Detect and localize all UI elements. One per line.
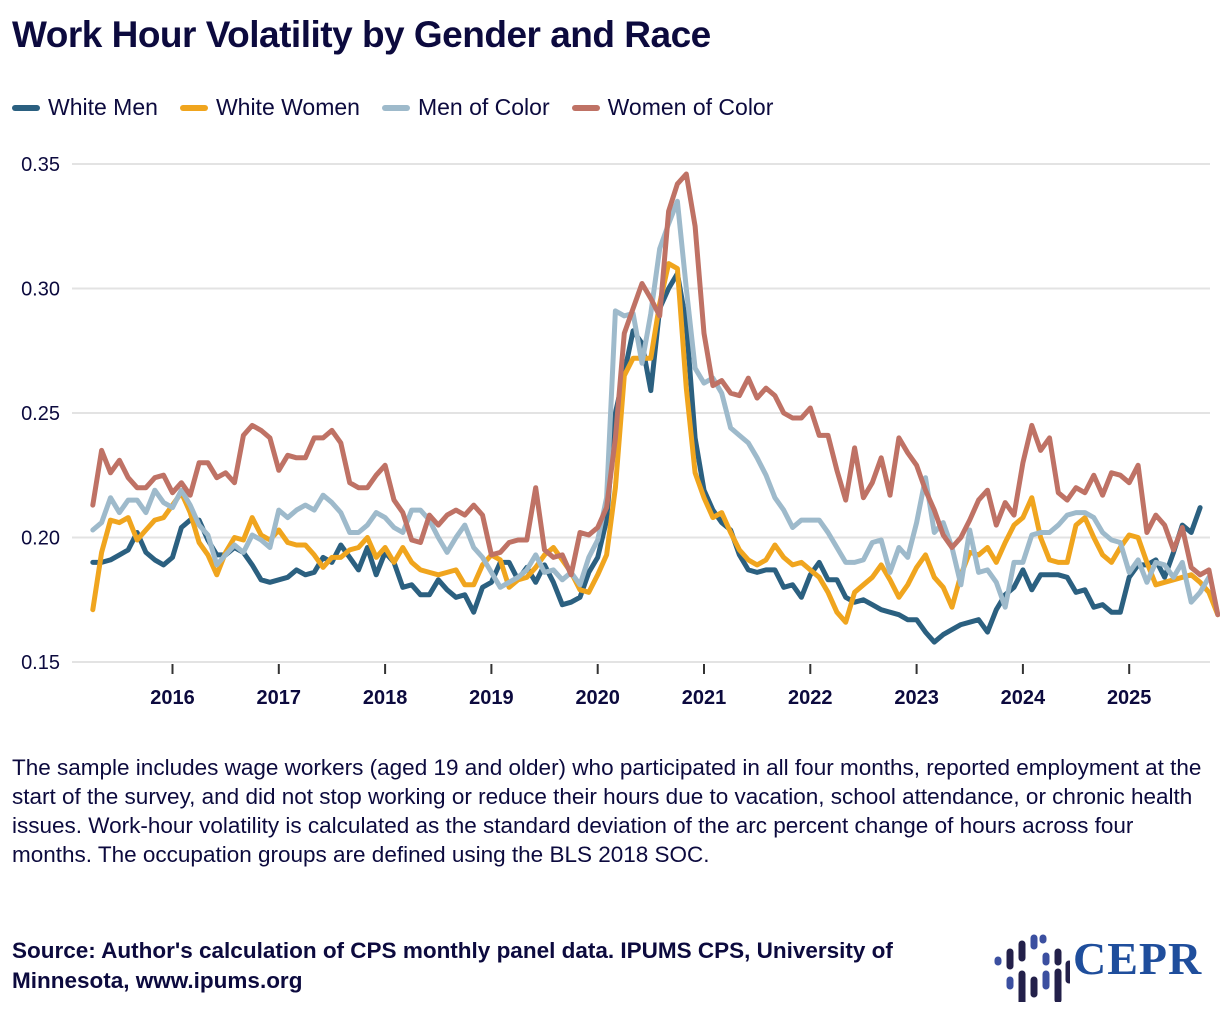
cepr-logo: CEPR <box>985 922 1210 1010</box>
x-tick-label: 2016 <box>150 687 195 709</box>
y-tick-label: 0.20 <box>21 528 60 550</box>
legend-item-women-of-color: Women of Color <box>571 94 774 121</box>
chart-title: Work Hour Volatility by Gender and Race <box>12 14 711 55</box>
legend-swatch-white-men <box>12 104 40 111</box>
x-tick-label: 2018 <box>363 687 408 709</box>
series-line-men-of-color <box>90 198 1212 610</box>
legend-label: Men of Color <box>417 94 550 120</box>
x-tick-label: 2022 <box>788 687 833 709</box>
y-tick-label: 0.35 <box>21 154 60 176</box>
x-tick-label: 2023 <box>894 687 939 709</box>
legend-label: Women of Color <box>607 94 774 120</box>
legend-item-men-of-color: Men of Color <box>381 94 550 121</box>
y-tick-label: 0.25 <box>21 403 60 425</box>
cepr-logo-icon <box>994 934 1073 1010</box>
logo-text: CEPR <box>1073 933 1203 984</box>
legend-item-white-women: White Women <box>179 94 360 121</box>
legend-swatch-men-of-color <box>381 104 410 111</box>
y-axis-ticks: 0.15 0.20 0.25 0.30 0.35 <box>21 154 60 674</box>
x-tick-label: 2020 <box>575 687 620 709</box>
chart-note: The sample includes wage workers (aged 1… <box>12 755 1202 867</box>
legend-swatch-white-women <box>179 104 208 111</box>
x-axis-ticks: 2016 2017 2018 2019 2020 2021 2022 2023 2024 2025 <box>150 664 1151 709</box>
x-tick-label: 2024 <box>1001 687 1046 709</box>
line-chart: 0.15 0.20 0.25 0.30 0.35 2016 2017 2018 2019 202… <box>21 154 1220 709</box>
legend-label: White Women <box>215 94 360 120</box>
x-tick-label: 2019 <box>469 687 514 709</box>
y-tick-label: 0.15 <box>21 652 60 674</box>
legend: White Men White Women Men of Color Women… <box>12 94 795 121</box>
series-line-white-men <box>90 271 1203 645</box>
gridlines <box>72 163 1210 663</box>
legend-item-white-men: White Men <box>12 94 158 121</box>
series-line-women-of-color <box>90 171 1220 618</box>
series-line-white-women <box>90 261 1220 625</box>
x-tick-label: 2021 <box>682 687 727 709</box>
y-tick-label: 0.30 <box>21 279 60 301</box>
source-note: Source: Author's calculation of CPS mont… <box>12 938 893 993</box>
legend-label: White Men <box>48 94 158 120</box>
x-tick-label: 2017 <box>257 687 302 709</box>
x-tick-label: 2025 <box>1107 687 1152 709</box>
series-lines <box>90 171 1220 645</box>
legend-swatch-women-of-color <box>571 104 600 111</box>
